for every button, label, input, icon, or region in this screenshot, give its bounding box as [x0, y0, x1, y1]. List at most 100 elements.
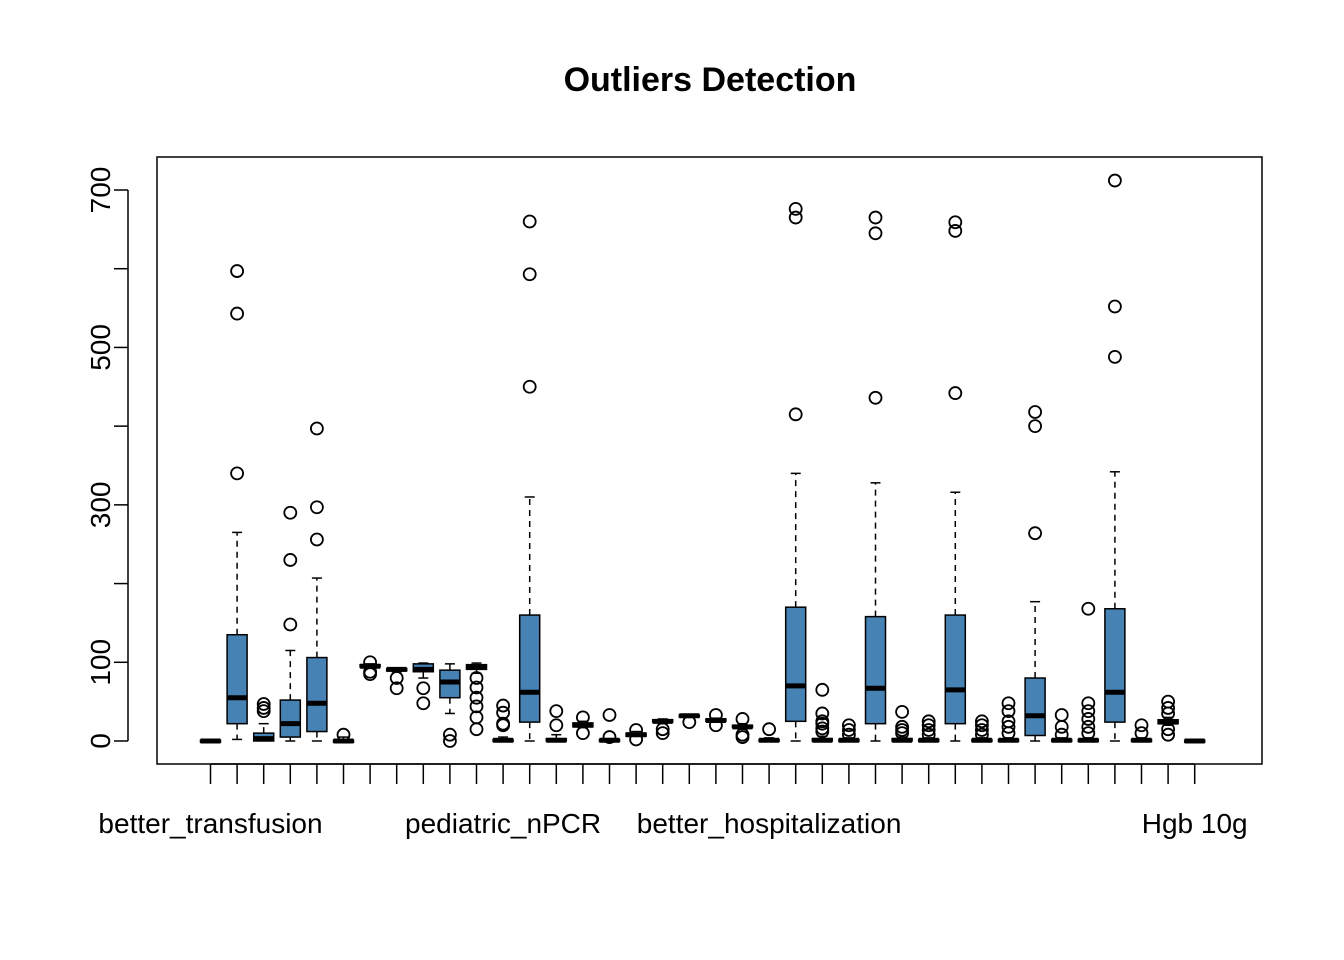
box-27: [892, 706, 912, 741]
x-tick-label: better_hospitalization: [637, 808, 902, 839]
outlier-point: [577, 727, 589, 739]
y-tick-label: 500: [85, 324, 116, 371]
box-23: [786, 203, 806, 741]
outlier-point: [1109, 351, 1121, 363]
box-17: [626, 724, 646, 745]
box-1: [201, 739, 221, 742]
box-12: [493, 700, 513, 742]
outlier-point: [1029, 420, 1041, 432]
box-7: [360, 656, 380, 680]
outlier-point: [604, 709, 616, 721]
outlier-point: [1136, 719, 1148, 731]
iqr-box: [307, 658, 327, 732]
box-8: [387, 668, 407, 694]
box-19: [679, 714, 699, 728]
box-36: [1132, 719, 1152, 741]
outlier-point: [471, 723, 483, 735]
outlier-point: [1082, 603, 1094, 615]
box-16: [600, 709, 620, 743]
outlier-point: [1056, 709, 1068, 721]
box-31: [999, 697, 1019, 741]
box-6: [334, 729, 354, 743]
box-34: [1078, 603, 1098, 742]
box-21: [733, 713, 753, 743]
box-22: [759, 723, 779, 741]
outlier-point: [284, 507, 296, 519]
box-37: [1158, 696, 1178, 741]
y-tick-label: 0: [85, 733, 116, 749]
outlier-point: [949, 216, 961, 228]
outlier-point: [949, 387, 961, 399]
iqr-box: [280, 700, 300, 737]
outlier-point: [1029, 406, 1041, 418]
outlier-point: [524, 215, 536, 227]
box-20: [706, 709, 726, 731]
outlier-point: [497, 700, 509, 712]
outlier-point: [1003, 697, 1015, 709]
box-5: [307, 423, 327, 741]
outlier-point: [231, 265, 243, 277]
outlier-point: [231, 467, 243, 479]
outlier-point: [790, 408, 802, 420]
box-28: [919, 715, 939, 741]
iqr-box: [945, 615, 965, 724]
outlier-point: [417, 697, 429, 709]
x-tick-label: better_transfusion: [98, 808, 322, 839]
outlier-point: [896, 706, 908, 718]
x-axis: better_transfusion pediatric_nPCR better_h…: [98, 764, 1247, 839]
outlier-point: [763, 723, 775, 735]
box-11: [467, 663, 487, 735]
iqr-box: [1105, 609, 1125, 722]
outlier-point: [311, 423, 323, 435]
y-tick-label: 100: [85, 639, 116, 686]
outlier-point: [870, 227, 882, 239]
outlier-point: [311, 533, 323, 545]
box-2: [227, 265, 247, 739]
box-14: [546, 705, 566, 741]
box-3: [254, 698, 274, 741]
iqr-box: [866, 617, 886, 724]
outlier-point: [816, 684, 828, 696]
outlier-point: [524, 268, 536, 280]
outlier-point: [1082, 697, 1094, 709]
x-tick-label: Hgb 10g: [1142, 808, 1248, 839]
box-4: [280, 507, 300, 741]
y-tick-label: 700: [85, 167, 116, 214]
box-10: [440, 664, 460, 747]
box-15: [573, 711, 593, 739]
box-32: [1025, 406, 1045, 741]
box-series: [201, 175, 1205, 747]
iqr-box: [227, 635, 247, 724]
box-38: [1185, 739, 1205, 742]
outlier-point: [284, 619, 296, 631]
outlier-point: [524, 381, 536, 393]
outlier-point: [1109, 175, 1121, 187]
outlier-point: [417, 682, 429, 694]
y-axis: 0 100 300 500 700: [85, 167, 128, 749]
outlier-point: [870, 392, 882, 404]
outlier-point: [550, 719, 562, 731]
outlier-point: [550, 705, 562, 717]
box-18: [653, 719, 673, 739]
outlier-point: [790, 203, 802, 215]
box-30: [972, 715, 992, 741]
outlier-point: [1029, 527, 1041, 539]
box-24: [812, 684, 832, 741]
outlier-point: [311, 501, 323, 513]
outlier-point: [870, 212, 882, 224]
outlier-point: [284, 554, 296, 566]
box-33: [1052, 709, 1072, 741]
box-29: [945, 216, 965, 741]
outlier-point: [231, 308, 243, 320]
box-26: [866, 212, 886, 741]
iqr-box: [520, 615, 540, 722]
iqr-box: [786, 607, 806, 721]
x-tick-label: pediatric_nPCR: [405, 808, 601, 839]
box-9: [413, 663, 433, 709]
chart-title: Outliers Detection: [564, 61, 857, 99]
box-35: [1105, 175, 1125, 741]
y-tick-label: 300: [85, 481, 116, 528]
box-13: [520, 215, 540, 741]
outlier-point: [1109, 300, 1121, 312]
